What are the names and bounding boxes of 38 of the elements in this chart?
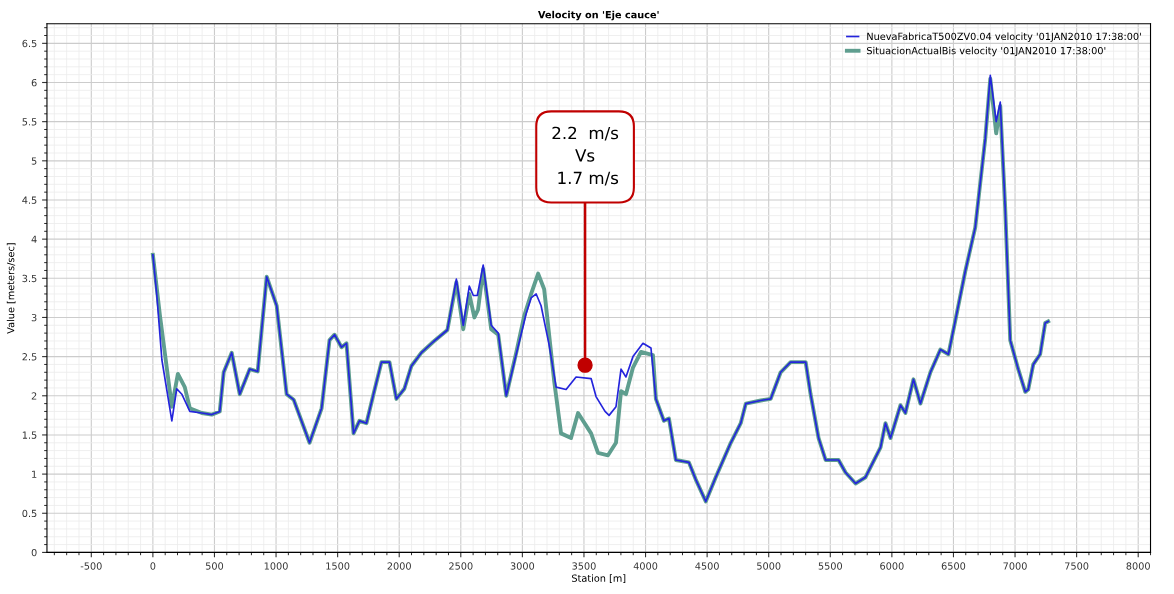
y-tick-label: 1.5 bbox=[22, 431, 37, 439]
y-tick-label: 1 bbox=[32, 470, 37, 478]
y-tick-label: 6.5 bbox=[22, 39, 37, 48]
x-tick-label: 3500 bbox=[572, 562, 596, 570]
annotation: 2.2 m/s Vs 1.7 m/s bbox=[552, 126, 619, 186]
x-tick-label: 7500 bbox=[1065, 562, 1089, 570]
y-tick-label: 6 bbox=[31, 78, 37, 87]
x-tick-label: 4000 bbox=[633, 562, 658, 570]
y-tick-label: 4.5 bbox=[22, 196, 37, 204]
x-tick-label: 5000 bbox=[757, 562, 781, 570]
legend-label: SituacionActualBis velocity '01JAN2010 17:38:00' bbox=[866, 46, 1106, 57]
x-tick-label: 1000 bbox=[264, 562, 288, 570]
x-tick-label: 6500 bbox=[941, 562, 966, 570]
x-tick-label: 2000 bbox=[387, 562, 411, 570]
x-tick-label: 5500 bbox=[818, 562, 843, 570]
chart-title: Velocity on 'Eje cauce' bbox=[538, 10, 659, 21]
y-tick-label: 2.5 bbox=[22, 353, 37, 361]
y-tick-label: 3 bbox=[31, 313, 37, 322]
y-tick-label: 4 bbox=[31, 235, 37, 243]
y-tick-label: 2 bbox=[31, 392, 37, 400]
y-axis-title: Value [meters/sec] bbox=[6, 243, 16, 334]
x-tick-label: -500 bbox=[80, 562, 102, 570]
legend-label: NuevaFabricaT500ZV0.04 velocity '01JAN2010 17:38:00' bbox=[867, 32, 1141, 42]
x-tick-label: 500 bbox=[205, 562, 224, 570]
y-tick-label: 0 bbox=[31, 548, 37, 557]
x-tick-label: 6000 bbox=[880, 562, 904, 570]
x-axis-title: Station [m] bbox=[572, 574, 626, 583]
y-tick-label: 0.5 bbox=[22, 509, 37, 518]
x-tick-label: 3000 bbox=[510, 562, 535, 570]
y-tick-label: 5.5 bbox=[22, 118, 37, 126]
x-tick-label: 0 bbox=[150, 562, 156, 570]
x-tick-label: 2500 bbox=[449, 562, 473, 570]
x-tick-label: 7000 bbox=[1003, 562, 1027, 570]
x-tick-label: 1500 bbox=[326, 562, 350, 570]
x-tick-label: 8000 bbox=[1126, 562, 1150, 570]
y-tick-label: 3.5 bbox=[22, 274, 37, 283]
y-tick-label: 5 bbox=[31, 157, 37, 165]
x-tick-label: 4500 bbox=[695, 562, 719, 570]
